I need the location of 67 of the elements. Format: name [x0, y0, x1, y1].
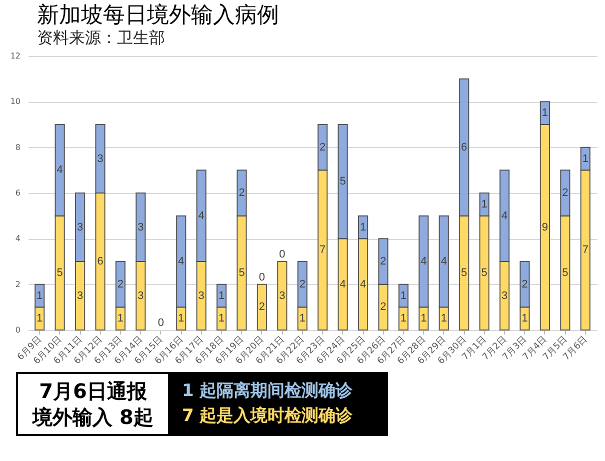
data-label: 1 [218, 290, 225, 302]
data-label: 5 [56, 266, 63, 279]
chart-subtitle: 资料来源：卫生部 [37, 28, 165, 47]
bar [277, 261, 288, 330]
y-tick-label: 2 [15, 280, 20, 289]
data-label: 6 [461, 141, 468, 154]
data-label: 4 [440, 256, 447, 268]
data-label: 2 [562, 187, 568, 199]
data-label: 3 [138, 221, 144, 234]
data-label: 3 [138, 290, 144, 302]
bar [256, 284, 268, 330]
data-label: 7 [582, 244, 588, 256]
y-tick-label: 12 [10, 52, 20, 60]
data-label: 4 [178, 256, 184, 268]
data-label: 2 [320, 141, 326, 154]
notice-panel: 7月6日通报 境外输入 8起 1 起隔离期间检测确诊 7 起是入境时检测确诊 [16, 372, 388, 436]
data-label: 1 [440, 312, 447, 325]
data-label: 5 [562, 266, 568, 279]
data-label: 4 [501, 210, 508, 222]
data-label: 1 [360, 221, 366, 234]
data-label: 3 [279, 290, 286, 302]
data-label: 1 [36, 290, 43, 302]
data-label: 5 [238, 266, 245, 279]
data-label: 1 [420, 312, 427, 325]
data-label: 1 [522, 312, 528, 325]
data-label: 1 [178, 312, 184, 325]
data-label: 1 [117, 312, 124, 325]
data-label: 1 [400, 290, 407, 302]
data-label: 9 [542, 221, 548, 234]
data-label: 2 [522, 278, 528, 290]
data-label: 3 [97, 152, 104, 165]
y-tick-label: 6 [15, 188, 20, 198]
data-label: 0 [258, 271, 266, 284]
data-label: 3 [501, 290, 508, 302]
data-label: 2 [380, 301, 386, 314]
data-label: 1 [400, 312, 407, 325]
data-label: 2 [299, 278, 306, 290]
y-tick-label: 4 [15, 234, 20, 244]
data-label: 5 [461, 266, 468, 279]
data-label: 3 [198, 290, 204, 302]
data-label: 4 [360, 278, 366, 290]
data-label: 4 [420, 256, 427, 268]
chart-title: 新加坡每日境外输入病例 [37, 3, 279, 28]
data-label: 1 [299, 312, 306, 325]
y-tick-label: 10 [10, 97, 20, 106]
data-label: 4 [198, 210, 204, 222]
data-label: 2 [258, 301, 266, 314]
data-label: 2 [117, 278, 124, 290]
data-label: 1 [542, 107, 548, 120]
data-label: 2 [380, 256, 386, 268]
data-label: 0 [279, 248, 286, 260]
data-label: 1 [36, 312, 43, 325]
data-label: 4 [56, 164, 63, 176]
y-tick-label: 0 [15, 326, 20, 334]
data-label: 0 [158, 317, 164, 329]
data-label: 2 [238, 187, 245, 199]
data-label: 4 [340, 278, 346, 290]
data-label: 7 [320, 244, 326, 256]
y-tick-label: 8 [15, 142, 20, 152]
data-label: 5 [481, 266, 488, 279]
data-label: 3 [76, 221, 84, 234]
data-label: 1 [582, 152, 588, 165]
data-label: 5 [340, 176, 346, 188]
data-label: 6 [97, 256, 104, 268]
data-label: 1 [218, 312, 225, 325]
data-label: 3 [76, 290, 84, 302]
data-label: 1 [481, 198, 488, 210]
